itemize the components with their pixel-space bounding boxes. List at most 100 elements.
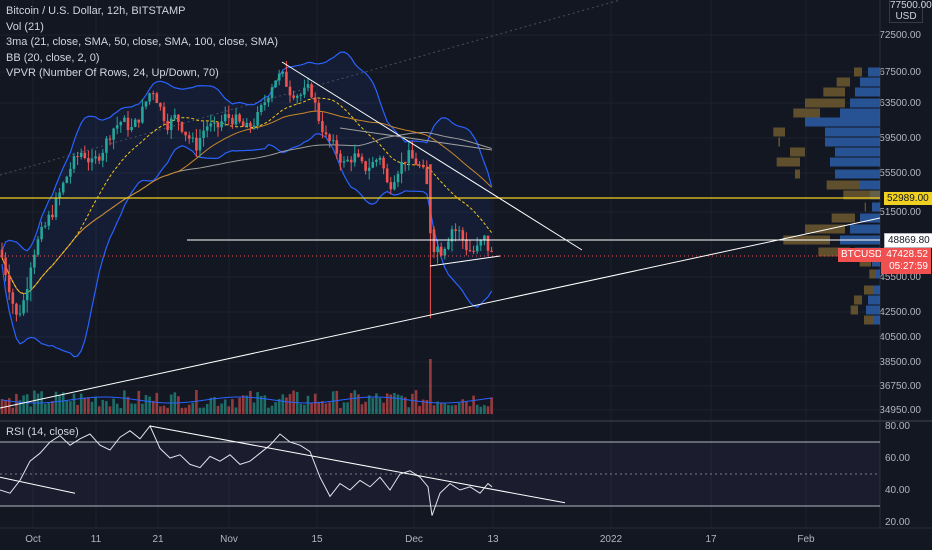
currency-unit[interactable]: USD xyxy=(895,11,917,22)
candle-body xyxy=(317,102,321,122)
time-tick-label: 13 xyxy=(487,534,499,545)
candle-body xyxy=(385,168,389,183)
volume-bar xyxy=(133,403,137,414)
volume-bar xyxy=(0,399,4,414)
candle-body xyxy=(83,152,87,159)
volume-bar xyxy=(378,397,382,414)
volume-bar xyxy=(231,399,234,414)
volume-bar xyxy=(209,397,213,414)
volume-bar xyxy=(270,405,274,414)
candle-body xyxy=(155,93,159,104)
time-tick-label: 2022 xyxy=(600,534,623,545)
rsi-tick-label: 20.00 xyxy=(885,517,910,528)
candle-body xyxy=(234,114,238,125)
candle-body xyxy=(421,165,425,168)
time-tick-label: Feb xyxy=(797,534,815,545)
candle-body xyxy=(393,182,396,190)
candle-body xyxy=(389,182,393,190)
candle-body xyxy=(360,156,364,162)
volume-bar xyxy=(321,401,324,414)
time-tick-label: Oct xyxy=(25,534,41,545)
volume-bar xyxy=(177,396,180,414)
volume-bar xyxy=(331,391,335,414)
volume-bar xyxy=(411,393,414,414)
time-tick-label: Nov xyxy=(220,534,238,545)
volume-bar xyxy=(299,403,303,414)
volume-bar xyxy=(83,397,87,414)
legend-vpvr[interactable]: VPVR (Number Of Rows, 24, Up/Down, 70) xyxy=(6,67,219,79)
candle-body xyxy=(25,289,29,301)
volume-bar xyxy=(25,394,29,414)
volume-bar xyxy=(15,393,18,414)
time-tick-label: 15 xyxy=(311,534,323,545)
time-tick-label: 17 xyxy=(705,534,717,545)
volume-bar xyxy=(105,401,108,414)
price-tick-label: 55500.00 xyxy=(879,168,921,179)
volume-bar xyxy=(393,392,396,414)
vpvr-up-bar xyxy=(860,77,880,87)
legend-volume[interactable]: Vol (21) xyxy=(6,20,44,33)
candle-body xyxy=(213,122,216,124)
volume-bar xyxy=(421,399,425,414)
rsi-tick-label: 40.00 xyxy=(885,485,910,496)
volume-bar xyxy=(245,395,249,414)
volume-bar xyxy=(310,402,313,414)
price-tick-label: 51500.00 xyxy=(879,207,921,218)
volume-bar xyxy=(220,403,223,414)
candle-body xyxy=(277,73,281,81)
candle-body xyxy=(61,182,65,193)
vpvr-down-bar xyxy=(805,224,845,234)
candle-body xyxy=(101,152,105,161)
candle-body xyxy=(144,101,148,107)
volume-bar xyxy=(238,397,241,414)
candle-body xyxy=(443,248,447,256)
volume-bar xyxy=(443,403,447,414)
vpvr-down-bar xyxy=(831,213,855,223)
legend-bollinger-bands[interactable]: BB (20, close, 2, 0) xyxy=(6,51,100,64)
candle-body xyxy=(79,152,83,157)
candle-body xyxy=(58,192,61,198)
volume-bar xyxy=(328,402,331,414)
candle-body xyxy=(465,239,468,251)
rsi-line xyxy=(0,425,493,516)
candle-body xyxy=(472,250,475,252)
vpvr-up-bar xyxy=(805,117,880,127)
candle-body xyxy=(468,250,472,252)
volume-bar xyxy=(400,395,403,414)
price-tick-label: 45500.00 xyxy=(879,272,921,283)
volume-bar xyxy=(198,407,202,414)
volume-bar xyxy=(166,407,169,414)
candle-body xyxy=(4,257,7,276)
candle-body xyxy=(245,122,249,127)
volume-bar xyxy=(389,394,393,414)
candle-body xyxy=(87,158,90,163)
legend-moving-averages[interactable]: 3ma (21, close, SMA, 50, close, SMA, 100… xyxy=(6,36,279,48)
price-tick-label: 34950.00 xyxy=(879,405,921,416)
vpvr-up-bar xyxy=(835,169,880,179)
volume-bar xyxy=(429,359,432,414)
vpvr-up-bar xyxy=(825,137,880,147)
volume-bar xyxy=(241,395,245,414)
rsi-legend[interactable]: RSI (14, close) xyxy=(6,426,79,438)
volume-bar xyxy=(407,407,411,414)
volume-bar xyxy=(180,407,184,414)
volume-bar xyxy=(342,402,346,414)
price-tick-label: 67500.00 xyxy=(879,67,921,78)
price-axis-top-value: 77500.00 xyxy=(890,0,932,11)
candle-body xyxy=(209,123,213,127)
candle-body xyxy=(195,137,198,151)
candle-body xyxy=(303,87,306,95)
bb-upper xyxy=(1,51,493,252)
candle-body xyxy=(18,313,22,315)
volume-bar xyxy=(396,394,400,414)
volume-bar xyxy=(87,397,90,414)
volume-bar xyxy=(76,404,79,414)
candle-body xyxy=(133,119,137,127)
volume-bar xyxy=(360,404,364,414)
candle-body xyxy=(439,246,443,256)
price-tick-label: 59500.00 xyxy=(879,133,921,144)
candle-body xyxy=(461,230,465,240)
candle-body xyxy=(205,126,209,131)
candle-body xyxy=(299,94,303,96)
